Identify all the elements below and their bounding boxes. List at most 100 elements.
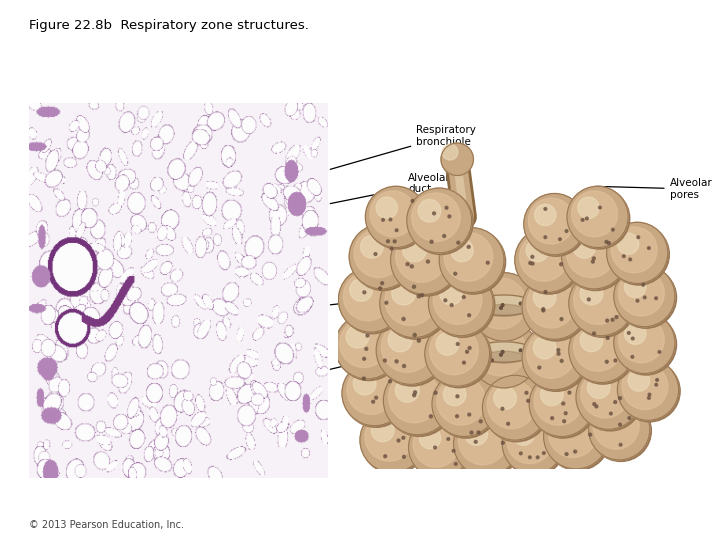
Circle shape	[388, 328, 412, 352]
Circle shape	[619, 443, 622, 446]
Circle shape	[462, 295, 465, 299]
Text: Alveolar
duct: Alveolar duct	[330, 173, 451, 204]
Circle shape	[374, 253, 377, 255]
Circle shape	[528, 261, 531, 265]
Circle shape	[501, 441, 504, 444]
Circle shape	[504, 415, 565, 476]
Circle shape	[454, 272, 456, 275]
Circle shape	[413, 394, 415, 397]
Circle shape	[402, 364, 405, 368]
Circle shape	[538, 366, 541, 369]
Text: (b): (b)	[29, 467, 45, 480]
Circle shape	[402, 455, 405, 458]
Circle shape	[574, 322, 622, 371]
Circle shape	[407, 188, 472, 253]
Circle shape	[346, 326, 369, 348]
Circle shape	[338, 267, 403, 332]
Circle shape	[606, 319, 608, 322]
Circle shape	[367, 188, 428, 249]
Circle shape	[564, 412, 567, 415]
Circle shape	[475, 278, 526, 329]
Circle shape	[616, 314, 677, 375]
Circle shape	[441, 230, 505, 294]
Circle shape	[619, 361, 680, 422]
Circle shape	[574, 276, 622, 325]
Circle shape	[531, 255, 534, 258]
Circle shape	[413, 285, 415, 288]
Circle shape	[379, 287, 382, 290]
Circle shape	[444, 299, 447, 302]
Circle shape	[618, 359, 679, 420]
Circle shape	[487, 380, 536, 429]
Circle shape	[654, 297, 657, 300]
Circle shape	[490, 359, 493, 362]
Circle shape	[393, 240, 396, 243]
Circle shape	[622, 364, 668, 409]
Circle shape	[361, 409, 426, 474]
Ellipse shape	[484, 305, 524, 316]
Circle shape	[608, 224, 670, 285]
Circle shape	[390, 226, 459, 294]
Circle shape	[413, 333, 416, 336]
Circle shape	[459, 416, 507, 465]
Circle shape	[436, 333, 459, 355]
Circle shape	[519, 349, 522, 352]
Circle shape	[432, 372, 497, 436]
Circle shape	[444, 383, 466, 406]
Circle shape	[354, 229, 402, 278]
Circle shape	[500, 353, 503, 356]
Circle shape	[380, 269, 448, 338]
Circle shape	[647, 247, 650, 249]
Circle shape	[402, 436, 405, 439]
Circle shape	[469, 320, 539, 388]
Circle shape	[350, 279, 372, 301]
Circle shape	[526, 239, 549, 262]
Circle shape	[445, 206, 448, 209]
Circle shape	[618, 397, 621, 400]
Circle shape	[567, 186, 628, 247]
Circle shape	[418, 339, 420, 342]
Circle shape	[469, 273, 539, 341]
Circle shape	[340, 319, 388, 368]
Circle shape	[413, 391, 417, 394]
Circle shape	[562, 402, 564, 405]
Circle shape	[426, 260, 429, 263]
Circle shape	[454, 463, 457, 465]
Circle shape	[395, 229, 398, 232]
Circle shape	[439, 228, 504, 293]
Circle shape	[642, 284, 644, 286]
Circle shape	[462, 361, 465, 364]
Circle shape	[437, 376, 485, 425]
Circle shape	[581, 219, 584, 221]
Circle shape	[636, 299, 639, 302]
Circle shape	[568, 391, 571, 394]
Circle shape	[544, 404, 608, 469]
Circle shape	[569, 188, 630, 249]
Circle shape	[354, 372, 376, 395]
Circle shape	[551, 417, 554, 420]
Circle shape	[480, 420, 482, 423]
Circle shape	[382, 271, 450, 339]
Circle shape	[455, 413, 520, 478]
Circle shape	[336, 316, 401, 381]
Circle shape	[362, 377, 365, 380]
Circle shape	[611, 318, 614, 321]
Circle shape	[365, 186, 426, 247]
Circle shape	[629, 258, 631, 261]
Circle shape	[608, 241, 611, 245]
Circle shape	[526, 195, 587, 256]
Circle shape	[534, 204, 556, 226]
Circle shape	[470, 431, 473, 434]
Circle shape	[567, 229, 615, 278]
Circle shape	[468, 347, 471, 349]
Circle shape	[366, 334, 369, 337]
Circle shape	[433, 373, 498, 438]
Circle shape	[528, 198, 575, 244]
Circle shape	[376, 197, 397, 219]
Circle shape	[378, 318, 446, 386]
Circle shape	[485, 353, 487, 356]
Circle shape	[589, 399, 650, 460]
Circle shape	[528, 456, 531, 458]
Circle shape	[363, 357, 366, 360]
Circle shape	[544, 236, 546, 239]
